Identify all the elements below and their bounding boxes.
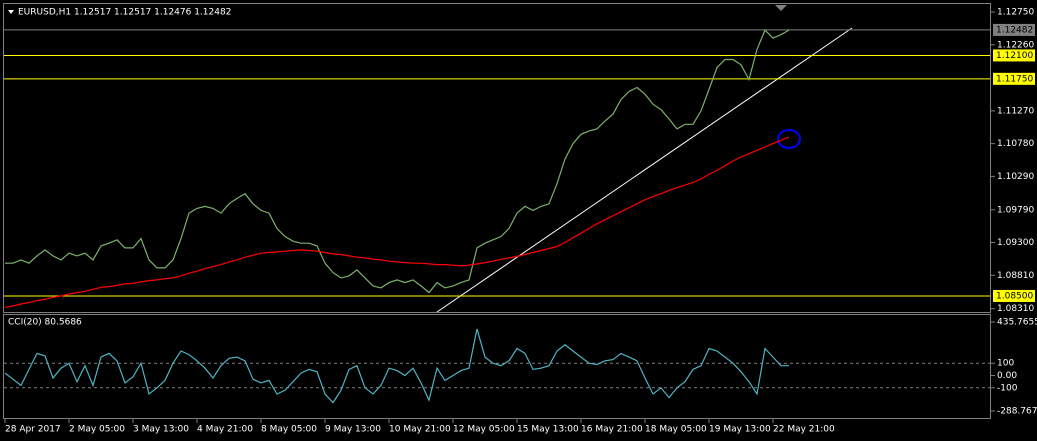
- trend-line: [436, 27, 853, 313]
- y-tick-label: 1.09300: [997, 238, 1034, 248]
- y-tick-label: 1.11270: [997, 106, 1034, 116]
- y-tick-label: 1.08810: [997, 271, 1034, 281]
- y-tick-label: -100: [997, 383, 1018, 393]
- x-tick-label: 16 May 21:00: [581, 425, 643, 435]
- y-tick-label: 1.12750: [997, 8, 1034, 18]
- x-tick-label: 10 May 21:00: [389, 425, 451, 435]
- price-level-label: 1.12100: [996, 51, 1033, 61]
- x-tick-label: 3 May 13:00: [133, 425, 189, 435]
- x-tick-label: 18 May 05:00: [645, 425, 707, 435]
- x-tick-label: 4 May 21:00: [197, 425, 253, 435]
- series-line: [5, 29, 790, 294]
- cci-title: CCI(20) 80.5686: [8, 318, 82, 328]
- y-tick-label: 1.09790: [997, 205, 1034, 215]
- price-level-box: [993, 49, 1035, 62]
- price-level-label: 1.12482: [996, 25, 1033, 35]
- highlight-circle: [777, 129, 801, 149]
- main-panel: [3, 3, 991, 313]
- y-tick-label: -288.7673: [997, 407, 1037, 417]
- y-tick-label: 1.12260: [997, 40, 1034, 50]
- y-tick-label: 0.00: [997, 371, 1017, 381]
- price-level-box: [993, 289, 1035, 302]
- x-tick-label: 8 May 05:00: [261, 425, 317, 435]
- x-tick-label: 2 May 05:00: [69, 425, 125, 435]
- x-tick-label: 28 Apr 2017: [5, 425, 61, 435]
- cci-panel: [3, 314, 991, 419]
- price-level-box: [993, 72, 1035, 85]
- x-tick-label: 12 May 05:00: [453, 425, 515, 435]
- price-level-label: 1.08500: [996, 291, 1033, 301]
- y-tick-label: 1.08310: [997, 304, 1034, 314]
- x-tick-label: 19 May 13:00: [709, 425, 771, 435]
- chart-title: EURUSD,H1 1.12517 1.12517 1.12476 1.1248…: [18, 8, 231, 18]
- y-tick-label: 100: [997, 359, 1014, 369]
- y-tick-label: 1.10780: [997, 139, 1034, 149]
- price-level-box: [993, 23, 1035, 36]
- shift-marker: [775, 5, 787, 11]
- menu-arrow: [8, 10, 14, 14]
- series-line: [4, 328, 789, 404]
- y-tick-label: 1.10290: [997, 172, 1034, 182]
- x-tick-label: 22 May 21:00: [773, 425, 835, 435]
- x-tick-label: 15 May 13:00: [517, 425, 579, 435]
- y-tick-label: 435.7655: [997, 318, 1037, 328]
- series-line: [4, 136, 790, 308]
- x-tick-label: 9 May 13:00: [325, 425, 381, 435]
- price-level-label: 1.11750: [996, 74, 1033, 84]
